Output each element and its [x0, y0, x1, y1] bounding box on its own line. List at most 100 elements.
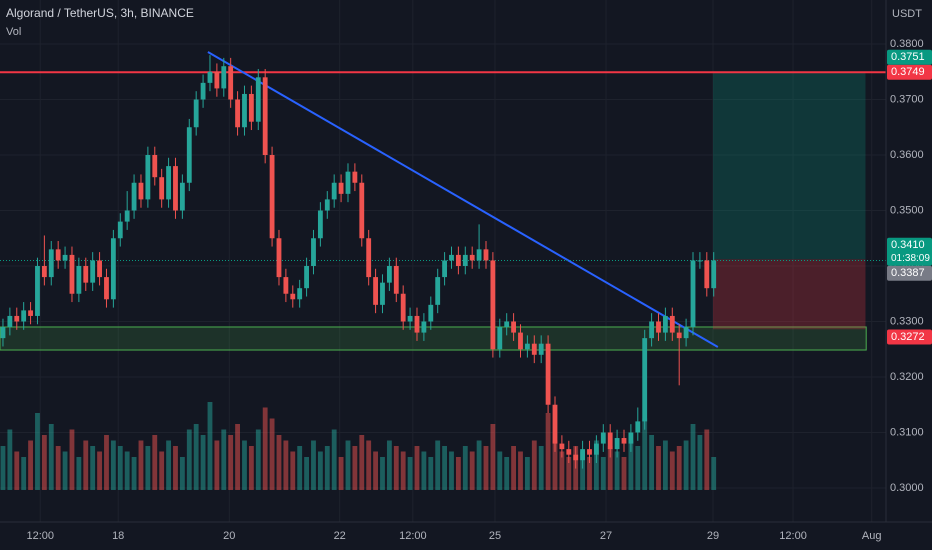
candle-body — [69, 254, 75, 294]
volume-bar — [421, 451, 427, 490]
candle-body — [587, 449, 592, 455]
volume-bar — [518, 451, 523, 490]
candle-body — [14, 315, 20, 322]
candle-body — [497, 327, 503, 350]
volume-bar — [62, 451, 68, 490]
candle-body — [559, 443, 565, 450]
candle-body — [166, 166, 171, 200]
candle-body — [518, 332, 523, 350]
candle-body — [145, 155, 151, 200]
candle-body — [490, 260, 496, 350]
candle-body — [538, 343, 544, 355]
volume-bar — [400, 451, 406, 490]
volume-bar — [248, 446, 254, 490]
y-tick-label: 0.3300 — [890, 315, 924, 327]
candle-body — [421, 321, 427, 333]
volume-bar — [228, 435, 234, 490]
volume-bar — [662, 440, 668, 490]
y-tick-label: 0.3500 — [890, 204, 924, 216]
volume-bar — [455, 457, 461, 490]
volume-bar — [283, 440, 289, 490]
candle-body — [297, 288, 303, 300]
x-tick-label: 18 — [112, 530, 124, 542]
volume-bar — [179, 457, 185, 490]
volume-bar — [173, 446, 178, 490]
volume-bar — [531, 440, 537, 490]
candle-body — [83, 265, 89, 283]
price-label: 0.3749 — [891, 66, 925, 78]
price-label: 0.3751 — [891, 51, 925, 63]
volume-bar — [193, 424, 199, 490]
candle-body — [124, 210, 130, 222]
candle-body — [283, 277, 289, 294]
volume-bar — [324, 446, 330, 490]
candle-body — [373, 277, 378, 305]
volume-bar — [635, 446, 641, 490]
volume-bar — [166, 440, 171, 490]
candle-body — [380, 282, 385, 305]
price-label: 0.3410 — [891, 239, 925, 251]
volume-label: Vol — [6, 26, 21, 38]
volume-bar — [186, 429, 192, 490]
volume-bar — [21, 457, 27, 490]
volume-bar — [297, 446, 303, 490]
candle-body — [55, 249, 61, 261]
price-label-box — [887, 265, 932, 281]
stop-box — [713, 259, 866, 330]
candle-body — [104, 277, 109, 300]
candle-body — [207, 71, 213, 83]
volume-bar — [276, 435, 282, 490]
volume-bar — [552, 440, 558, 490]
candle-body — [131, 182, 137, 211]
candle-body — [214, 71, 220, 89]
price-label: 0.3272 — [891, 331, 925, 343]
volume-bar — [642, 418, 648, 490]
candle-body — [248, 93, 254, 122]
candle-body — [255, 77, 261, 122]
price-label-box — [887, 237, 932, 266]
candle-body — [262, 77, 268, 156]
volume-bar — [97, 451, 102, 490]
volume-bar — [649, 435, 655, 490]
y-tick-label: 0.3800 — [890, 38, 924, 50]
candle-body — [607, 432, 613, 450]
x-tick-label: 12:00 — [26, 530, 54, 542]
volume-bar — [152, 435, 158, 490]
candle-body — [621, 438, 627, 444]
volume-bar — [117, 446, 123, 490]
volume-bar — [676, 446, 682, 490]
price-label-box — [887, 49, 932, 65]
candle-body — [642, 338, 648, 422]
candle-body — [593, 443, 599, 455]
volume-bar — [600, 457, 606, 490]
volume-bar — [138, 440, 144, 490]
y-tick-label: 0.3600 — [890, 149, 924, 161]
volume-bar — [697, 435, 703, 490]
candle-body — [476, 249, 482, 261]
candle-body — [7, 315, 13, 328]
candle-body — [614, 438, 620, 450]
volume-bar — [497, 451, 503, 490]
volume-bar — [366, 440, 372, 490]
volume-bar — [83, 440, 89, 490]
volume-bar — [28, 440, 33, 490]
volume-bar — [580, 451, 586, 490]
candle-body — [338, 182, 344, 194]
volume-bar — [373, 451, 378, 490]
candle-body — [290, 293, 296, 300]
volume-bar — [407, 457, 413, 490]
volume-bar — [442, 446, 448, 490]
volume-bar — [380, 457, 385, 490]
volume-bar — [262, 407, 268, 490]
volume-bar — [428, 457, 434, 490]
x-tick-label: 25 — [489, 530, 501, 542]
candle-body — [173, 166, 178, 211]
candle-body — [359, 182, 365, 239]
volume-bar — [393, 446, 399, 490]
candle-body — [97, 260, 102, 278]
volume-bar — [0, 446, 6, 490]
candle-body — [428, 304, 434, 322]
candle-body — [324, 199, 330, 211]
volume-bar — [607, 446, 613, 490]
